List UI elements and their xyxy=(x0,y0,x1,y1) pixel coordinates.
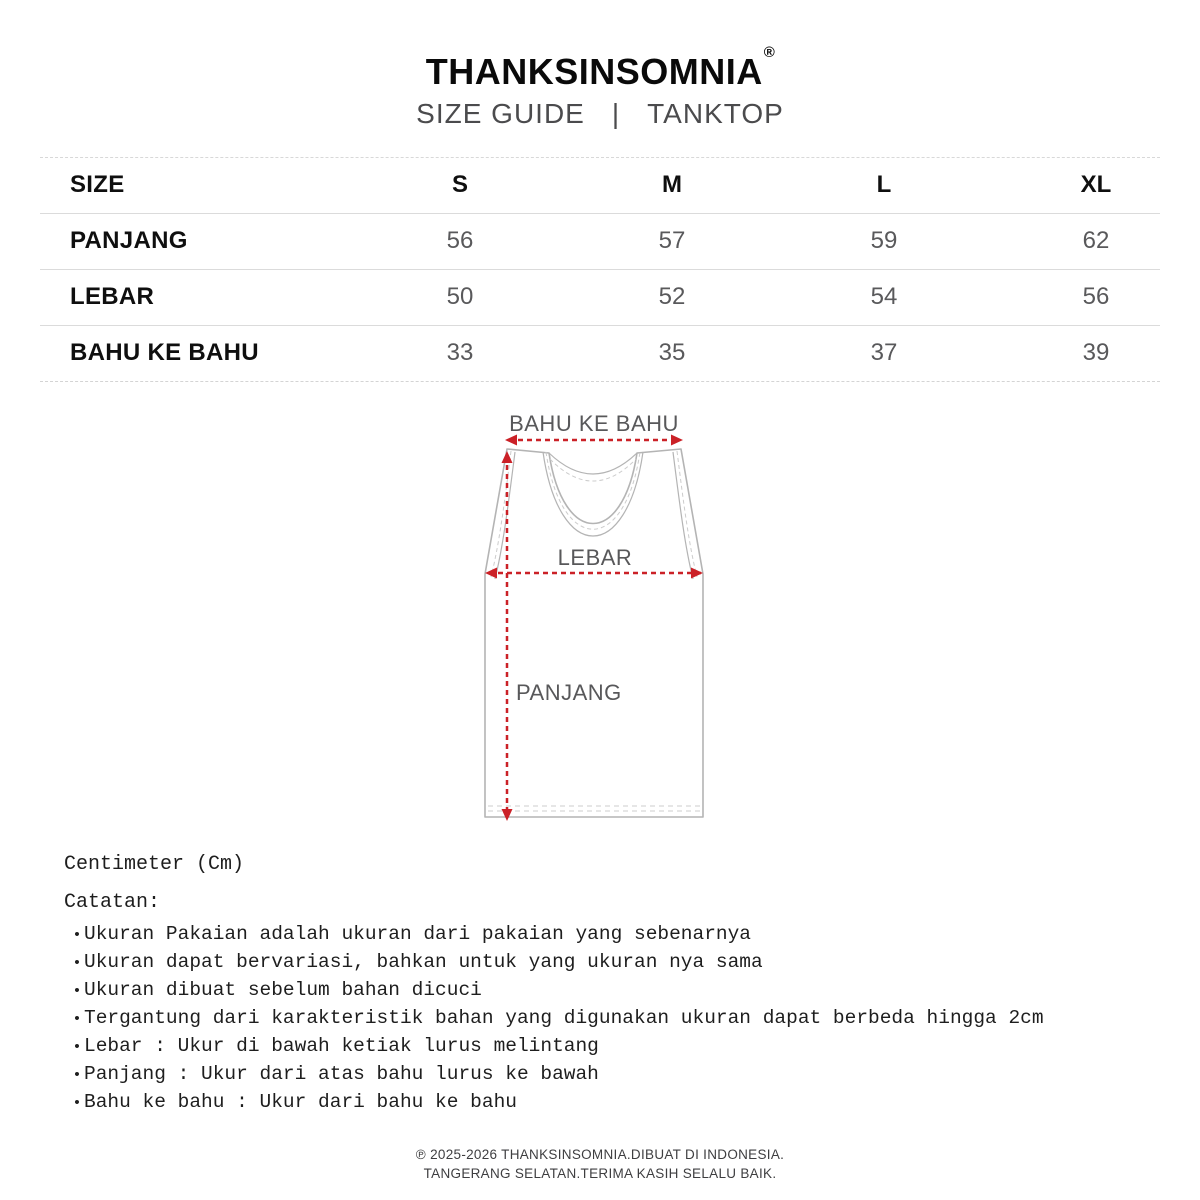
shoulder-arrow xyxy=(505,434,683,446)
cell-value: 35 xyxy=(658,339,686,367)
width-arrow xyxy=(485,567,703,579)
cell-value: 50 xyxy=(446,283,474,311)
bullet-marker: • xyxy=(72,954,82,972)
cell-value: 39 xyxy=(1082,339,1110,367)
note-item: • Ukuran Pakaian adalah ukuran dari pakai… xyxy=(64,921,1200,949)
brand-title: THANKSINSOMNIA® xyxy=(0,45,1200,92)
page-subtitle: SIZE GUIDE | TANKTOP xyxy=(0,98,1200,130)
row-label: PANJANG xyxy=(70,227,188,255)
note-text: Tergantung dari karakteristik bahan yang… xyxy=(84,1006,1044,1029)
cell-value: 52 xyxy=(658,283,686,311)
length-arrow xyxy=(501,450,513,821)
note-text: Lebar : Ukur di bawah ketiak lurus melin… xyxy=(84,1034,599,1057)
note-item: • Lebar : Ukur di bawah ketiak lurus meli… xyxy=(64,1033,1200,1061)
bullet-marker: • xyxy=(72,1010,82,1028)
subtitle-separator: | xyxy=(611,98,621,129)
bullet-marker: • xyxy=(72,1094,82,1112)
unit-label: Centimeter (Cm) xyxy=(64,852,245,876)
cell-value: 37 xyxy=(870,339,898,367)
table-row-panjang: PANJANG 56 57 59 62 xyxy=(40,212,1160,269)
note-item: • Tergantung dari karakteristik bahan yan… xyxy=(64,1005,1200,1033)
brand-name: THANKSINSOMNIA xyxy=(425,51,763,92)
column-header-l: L xyxy=(876,171,892,199)
subtitle-size-guide: SIZE GUIDE xyxy=(416,98,585,129)
note-text: Panjang : Ukur dari atas bahu lurus ke b… xyxy=(84,1062,599,1085)
footer-line-2: TANGERANG SELATAN.TERIMA KASIH SELALU BA… xyxy=(423,1165,777,1181)
notes-title: Catatan: xyxy=(64,890,161,914)
table-row-bahu-ke-bahu: BAHU KE BAHU 33 35 37 39 xyxy=(40,324,1160,381)
column-header-size: SIZE xyxy=(70,171,125,199)
tanktop-measurement-diagram: BAHU KE BAHU LEBAR PANJANG xyxy=(0,407,1200,839)
table-header-row: SIZE S M L XL xyxy=(40,158,1160,213)
length-measure-label: PANJANG xyxy=(516,680,622,705)
tanktop-illustration: BAHU KE BAHU LEBAR PANJANG xyxy=(484,411,704,821)
note-item: • Ukuran dapat bervariasi, bahkan untuk y… xyxy=(64,949,1200,977)
column-header-xl: XL xyxy=(1080,171,1112,199)
cell-value: 56 xyxy=(446,227,474,255)
tanktop-outline xyxy=(484,447,704,818)
notes-section: Centimeter (Cm) Catatan: • Ukuran Pakaian… xyxy=(64,853,1200,1117)
cell-value: 54 xyxy=(870,283,898,311)
cell-value: 62 xyxy=(1082,227,1110,255)
note-item: • Panjang : Ukur dari atas bahu lurus ke … xyxy=(64,1061,1200,1089)
cell-value: 59 xyxy=(870,227,898,255)
width-measure-label: LEBAR xyxy=(558,545,633,570)
bullet-marker: • xyxy=(72,982,82,1000)
bullet-marker: • xyxy=(72,926,82,944)
footer: ℗ 2025-2026 THANKSINSOMNIA.DIBUAT DI IND… xyxy=(0,1146,1200,1184)
note-text: Bahu ke bahu : Ukur dari bahu ke bahu xyxy=(84,1090,517,1113)
header: THANKSINSOMNIA® SIZE GUIDE | TANKTOP xyxy=(0,0,1200,130)
note-text: Ukuran dapat bervariasi, bahkan untuk ya… xyxy=(84,950,763,973)
column-header-m: M xyxy=(662,171,682,199)
cell-value: 33 xyxy=(446,339,474,367)
notes-list: • Ukuran Pakaian adalah ukuran dari pakai… xyxy=(64,921,1200,1117)
cell-value: 57 xyxy=(658,227,686,255)
note-item: • Ukuran dibuat sebelum bahan dicuci xyxy=(64,977,1200,1005)
shoulder-measure-label: BAHU KE BAHU xyxy=(509,411,679,436)
note-text: Ukuran Pakaian adalah ukuran dari pakaia… xyxy=(84,922,752,945)
registered-trademark-symbol: ® xyxy=(763,44,776,61)
note-item: • Bahu ke bahu : Ukur dari bahu ke bahu xyxy=(64,1089,1200,1117)
subtitle-product: TANKTOP xyxy=(647,98,784,129)
row-label: BAHU KE BAHU xyxy=(70,339,259,367)
footer-line-1: ℗ 2025-2026 THANKSINSOMNIA.DIBUAT DI IND… xyxy=(415,1147,785,1162)
size-table: SIZE S M L XL PANJANG 56 57 59 62 LEBAR … xyxy=(40,156,1160,382)
column-header-s: S xyxy=(451,171,468,199)
table-row-lebar: LEBAR 50 52 54 56 xyxy=(40,268,1160,325)
row-label: LEBAR xyxy=(70,283,155,311)
bullet-marker: • xyxy=(72,1066,82,1084)
cell-value: 56 xyxy=(1082,283,1110,311)
note-text: Ukuran dibuat sebelum bahan dicuci xyxy=(84,978,482,1001)
bullet-marker: • xyxy=(72,1038,82,1056)
